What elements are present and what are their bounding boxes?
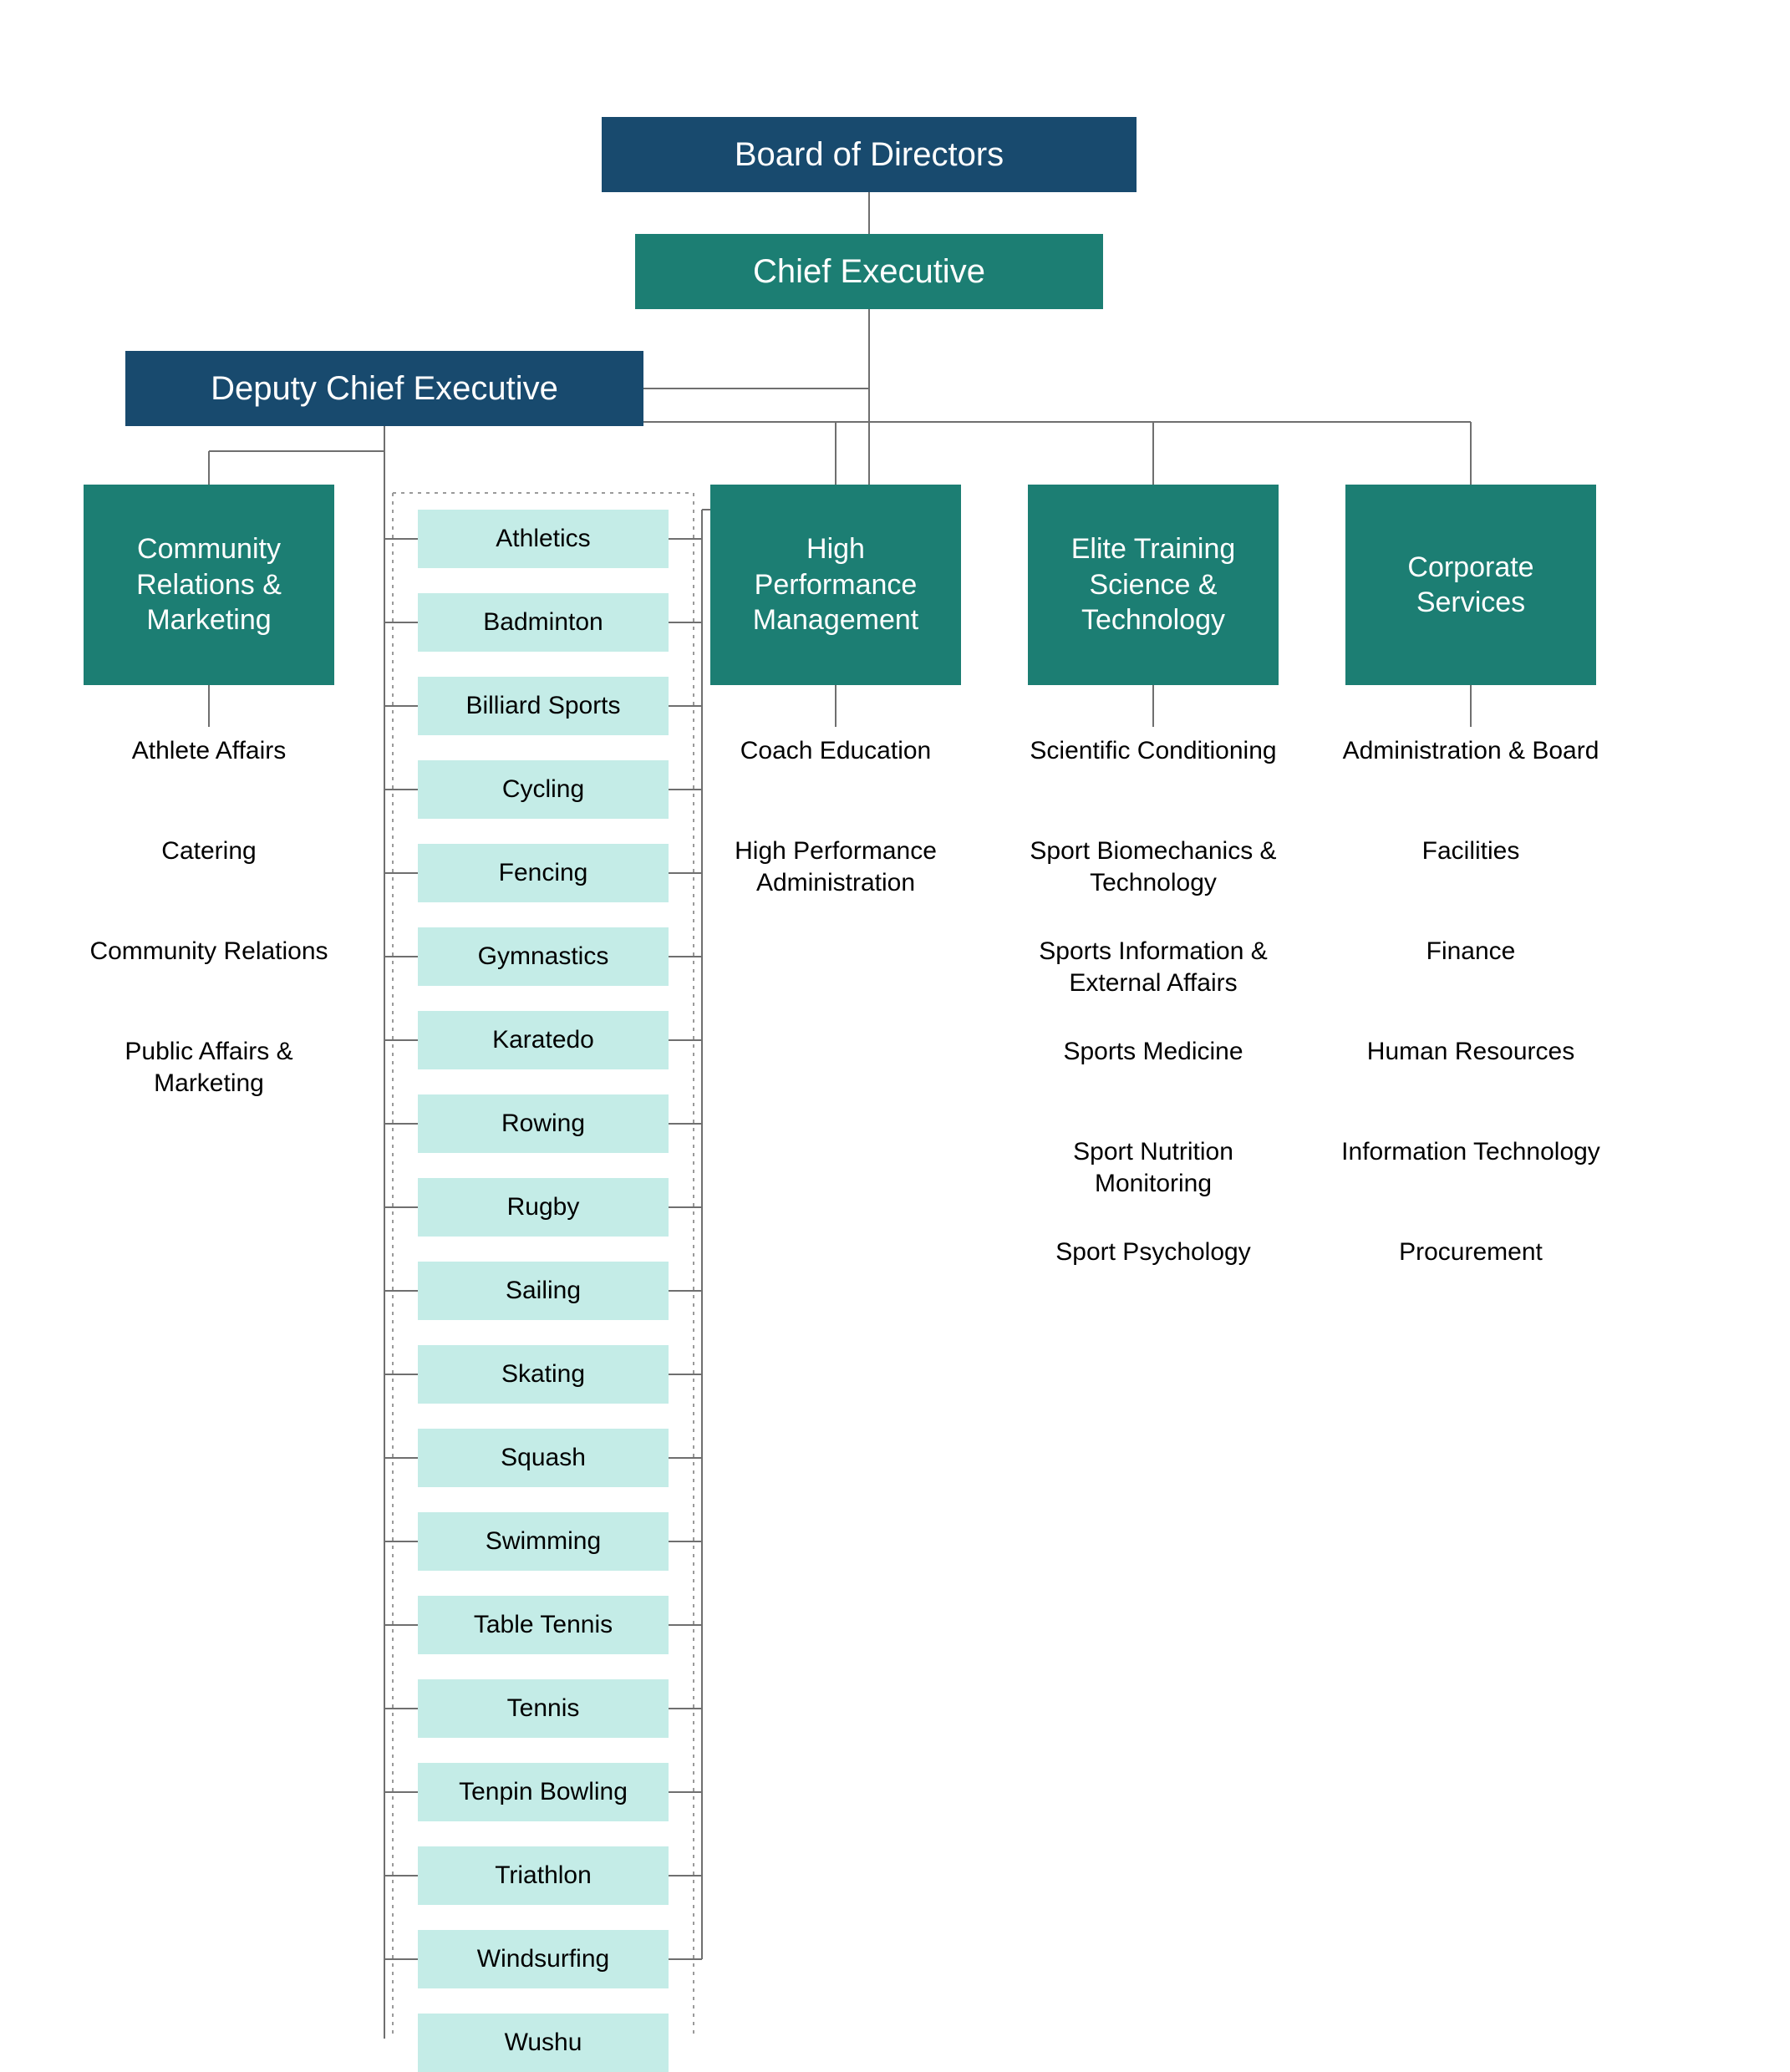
sub-div1-0: Athlete Affairs <box>67 735 351 767</box>
sport-9: Sailing <box>418 1262 669 1320</box>
div-corporate: Corporate Services <box>1345 485 1596 685</box>
ce-box: Chief Executive <box>635 234 1103 309</box>
sub-div3-2: Sports Information & External Affairs <box>1011 936 1295 998</box>
sport-18: Wushu <box>418 2014 669 2072</box>
sport-5: Gymnastics <box>418 927 669 986</box>
sub-div2-1: High Performance Administration <box>694 835 978 898</box>
org-chart-canvas: Board of Directors Chief Executive Deputy … <box>0 0 1790 2039</box>
sub-div3-3: Sports Medicine <box>1011 1036 1295 1068</box>
sport-3: Cycling <box>418 760 669 819</box>
sport-17: Windsurfing <box>418 1930 669 1988</box>
sport-6: Karatedo <box>418 1011 669 1069</box>
div-elite: Elite Training Science & Technology <box>1028 485 1279 685</box>
sport-1: Badminton <box>418 593 669 652</box>
sport-12: Swimming <box>418 1512 669 1571</box>
sub-div1-2: Community Relations <box>67 936 351 967</box>
sub-div3-5: Sport Psychology <box>1011 1237 1295 1268</box>
div-highperf: High Performance Management <box>710 485 961 685</box>
sport-13: Table Tennis <box>418 1596 669 1654</box>
sport-7: Rowing <box>418 1094 669 1153</box>
sub-div4-4: Information Technology <box>1329 1136 1613 1168</box>
sub-div3-4: Sport Nutrition Monitoring <box>1011 1136 1295 1199</box>
sub-div4-2: Finance <box>1329 936 1613 967</box>
sport-15: Tenpin Bowling <box>418 1763 669 1821</box>
sport-2: Billiard Sports <box>418 677 669 735</box>
sport-8: Rugby <box>418 1178 669 1237</box>
sport-0: Athletics <box>418 510 669 568</box>
board-box: Board of Directors <box>602 117 1137 192</box>
sub-div4-3: Human Resources <box>1329 1036 1613 1068</box>
sport-10: Skating <box>418 1345 669 1404</box>
sub-div3-1: Sport Biomechanics & Technology <box>1011 835 1295 898</box>
sub-div1-3: Public Affairs & Marketing <box>67 1036 351 1099</box>
sub-div1-1: Catering <box>67 835 351 867</box>
sub-div3-0: Scientific Conditioning <box>1011 735 1295 767</box>
sub-div2-0: Coach Education <box>694 735 978 767</box>
sub-div4-0: Administration & Board <box>1329 735 1613 767</box>
div-community: Community Relations & Marketing <box>84 485 334 685</box>
sub-div4-5: Procurement <box>1329 1237 1613 1268</box>
dce-box: Deputy Chief Executive <box>125 351 643 426</box>
sub-div4-1: Facilities <box>1329 835 1613 867</box>
sport-16: Triathlon <box>418 1846 669 1905</box>
sport-11: Squash <box>418 1429 669 1487</box>
sport-4: Fencing <box>418 844 669 902</box>
sport-14: Tennis <box>418 1679 669 1738</box>
